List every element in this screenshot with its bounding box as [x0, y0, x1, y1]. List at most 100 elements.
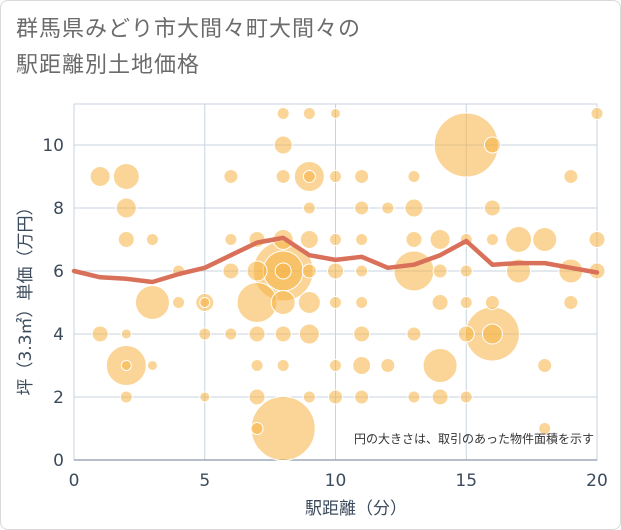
title-line-2: 駅距離別土地価格: [16, 53, 201, 78]
trend-line: [71, 235, 600, 285]
y-tick-label: 8: [53, 199, 64, 219]
bubble-point: [505, 225, 533, 253]
bubble-point: [302, 106, 316, 120]
bubble-point: [432, 263, 448, 279]
bubble-point: [406, 326, 422, 342]
bubble-point: [198, 327, 212, 341]
bubble-point: [299, 229, 319, 249]
bubble-point: [483, 136, 501, 154]
bubble-point: [298, 323, 320, 345]
bubble-point: [115, 197, 137, 219]
bubble-point: [355, 295, 369, 309]
bubble-point: [407, 169, 421, 183]
bubble-point: [481, 323, 503, 345]
bubble-point: [459, 295, 473, 309]
x-tick-label: 15: [455, 471, 477, 491]
x-tick-label: 5: [199, 471, 210, 491]
bubble-point: [329, 295, 342, 309]
bubble-point: [590, 106, 604, 120]
bubble-point: [270, 289, 296, 315]
bubble-point: [120, 328, 132, 340]
bubble-point: [302, 169, 316, 183]
bubble-point: [273, 135, 293, 155]
bubble-point: [276, 358, 290, 372]
bubble-point: [354, 389, 370, 405]
bubble-point: [302, 201, 316, 215]
bubble-point: [199, 296, 211, 308]
bubble-point: [381, 201, 395, 215]
bubble-point: [459, 264, 473, 278]
y-tick-label: 0: [53, 451, 64, 471]
bubble-point: [250, 421, 264, 435]
bubble-point: [329, 169, 342, 183]
bubble-point: [224, 327, 238, 341]
bubble-point: [302, 390, 316, 404]
bubble-point: [353, 325, 371, 343]
bubble-point: [134, 284, 170, 320]
x-axis-ticks: 0 5 10 15 20: [69, 471, 608, 491]
bubble-point: [327, 262, 344, 280]
bubble-point: [422, 347, 458, 383]
bubble-point: [431, 293, 449, 311]
bubble-point: [355, 264, 369, 278]
bubble-point: [459, 390, 473, 404]
bubble-point: [354, 168, 370, 184]
y-tick-label: 2: [53, 388, 64, 408]
bubble-point: [275, 168, 291, 184]
bubble-point: [248, 325, 266, 343]
bubble-point: [330, 107, 341, 119]
bubble-point: [485, 232, 499, 246]
bubble-point: [112, 162, 140, 190]
bubble-point: [224, 232, 238, 246]
y-tick-label: 10: [42, 136, 64, 156]
bubble-point: [276, 106, 290, 120]
y-tick-label: 6: [53, 262, 64, 282]
bubble-point: [538, 421, 552, 435]
title-line-1: 群馬県みどり市大間々町大間々の: [16, 17, 362, 42]
bubble-point: [246, 260, 268, 282]
average-price-line: [71, 235, 600, 285]
bubble-point: [563, 168, 579, 184]
x-tick-label: 20: [586, 471, 608, 491]
bubble-point: [248, 388, 266, 406]
bubble-point: [329, 358, 342, 372]
bubble-point: [199, 391, 211, 403]
bubble-point: [407, 390, 421, 404]
bubble-point: [483, 199, 501, 217]
bubble-point: [119, 390, 133, 404]
bubble-point: [354, 200, 370, 216]
bubble-point: [91, 325, 109, 343]
x-tick-label: 0: [69, 471, 80, 491]
bubble-point: [172, 295, 186, 309]
bubble-point: [393, 250, 435, 292]
bubble-point: [355, 232, 369, 246]
bubble-point: [117, 230, 135, 248]
chart-title: 群馬県みどり市大間々町大間々の 駅距離別土地価格: [16, 12, 361, 84]
bubble-point: [563, 294, 579, 310]
bubble-point: [329, 232, 342, 246]
bubble-point: [431, 388, 449, 406]
x-axis-label: 駅距離（分）: [305, 499, 407, 519]
bubble-point: [297, 290, 321, 314]
bubble-point: [301, 263, 317, 279]
size-legend-note: 円の大きさは、取引のあった物件面積を示す: [354, 431, 594, 446]
bubble-point: [429, 228, 451, 250]
bubble-point: [352, 355, 372, 375]
bubble-point: [120, 359, 132, 371]
bubble-point: [274, 262, 292, 280]
bubble-point: [222, 262, 240, 280]
y-axis-ticks: 0 2 4 6 8 10: [42, 136, 64, 471]
bubble-point: [405, 230, 423, 248]
bubble-point: [380, 357, 396, 373]
y-axis-label: 坪（3.3㎡）単価（万円）: [16, 198, 36, 395]
bubble-point: [274, 325, 292, 343]
bubble-point: [532, 226, 558, 252]
bubble-point: [223, 168, 239, 184]
bubble-point: [145, 232, 159, 246]
bubble-point: [588, 230, 606, 248]
bubble-point: [404, 198, 424, 218]
bubble-point: [457, 325, 475, 343]
bubble-point: [484, 294, 500, 310]
bubble-point: [328, 389, 343, 405]
